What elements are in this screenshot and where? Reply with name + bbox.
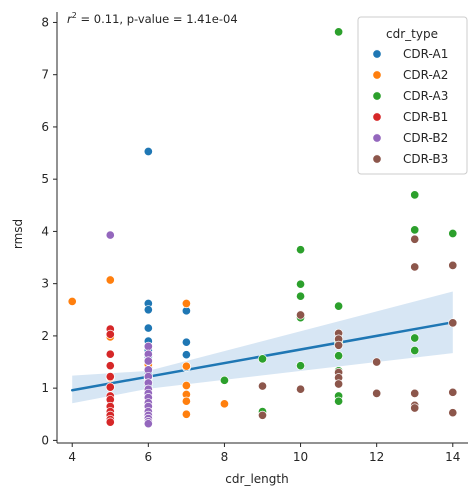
legend-label-cdr-b2: CDR-B2 — [403, 131, 448, 145]
data-point-cdr-a1 — [181, 337, 191, 347]
data-point-cdr-b2 — [143, 419, 153, 429]
data-point-cdr-b1 — [105, 372, 115, 382]
data-point-cdr-b3 — [334, 379, 344, 389]
data-point-cdr-a3 — [410, 345, 420, 356]
legend-marker-cdr-a1 — [372, 49, 382, 59]
data-point-cdr-a3 — [334, 351, 344, 361]
data-point-cdr-a3 — [410, 225, 420, 235]
legend-label-cdr-b3: CDR-B3 — [403, 152, 448, 166]
data-point-cdr-b3 — [296, 384, 306, 394]
y-tick-label: 0 — [41, 433, 49, 447]
data-point-cdr-b2 — [143, 356, 153, 366]
data-point-cdr-a3 — [296, 279, 306, 289]
y-tick-label: 5 — [41, 172, 49, 186]
data-point-cdr-a3 — [219, 375, 229, 385]
x-tick-label: 6 — [145, 450, 153, 464]
legend-title: cdr_type — [386, 27, 438, 41]
data-point-cdr-a3 — [410, 333, 420, 343]
stats-annotation: r2 = 0.11, p-value = 1.41e-04 — [67, 11, 238, 26]
data-point-cdr-b3 — [448, 260, 458, 270]
data-point-cdr-b3 — [410, 388, 420, 398]
data-point-cdr-b1 — [105, 349, 115, 359]
legend-label-cdr-a3: CDR-A3 — [403, 89, 448, 103]
y-tick-label: 2 — [41, 329, 49, 343]
data-point-cdr-a1 — [143, 146, 153, 157]
legend-marker-cdr-a2 — [372, 70, 382, 80]
ci-band-layer — [72, 291, 453, 404]
data-point-cdr-b1 — [105, 329, 115, 339]
data-point-cdr-a2 — [219, 399, 229, 409]
legend-marker-cdr-a3 — [372, 91, 382, 101]
r-squared-symbol: r — [67, 12, 73, 26]
stats-text: = 0.11, p-value = 1.41e-04 — [77, 12, 238, 26]
confidence-band — [72, 291, 453, 404]
data-point-cdr-b3 — [257, 381, 268, 391]
r-squared-exponent: 2 — [72, 11, 77, 20]
y-tick-label: 7 — [41, 68, 49, 82]
legend-items: CDR-A1 CDR-A2 CDR-A3 CDR-B1 CDR-B2 CDR-B3 — [372, 47, 448, 166]
data-point-cdr-b3 — [410, 262, 420, 272]
data-point-cdr-b3 — [410, 234, 420, 244]
data-point-cdr-a3 — [334, 396, 344, 406]
x-tick-label: 12 — [369, 450, 384, 464]
data-point-cdr-a3 — [296, 291, 306, 301]
points-layer — [67, 27, 458, 429]
data-point-cdr-b3 — [410, 403, 420, 413]
legend-marker-cdr-b2 — [372, 133, 382, 143]
data-point-cdr-b1 — [105, 361, 115, 371]
data-point-cdr-a3 — [334, 301, 344, 311]
legend-label-cdr-a2: CDR-A2 — [403, 68, 448, 82]
data-point-cdr-a2 — [181, 380, 191, 391]
data-point-cdr-a2 — [181, 298, 191, 309]
data-point-cdr-a1 — [181, 350, 191, 360]
y-tick-label: 4 — [41, 224, 49, 238]
data-point-cdr-a3 — [334, 27, 344, 37]
data-point-cdr-b1 — [105, 382, 115, 392]
y-axis-label: rmsd — [11, 219, 25, 249]
data-point-cdr-a2 — [181, 361, 191, 371]
data-point-cdr-b1 — [105, 417, 115, 427]
data-point-cdr-b3 — [448, 318, 458, 328]
data-point-cdr-a2 — [181, 409, 191, 419]
data-point-cdr-b3 — [257, 410, 268, 420]
data-point-cdr-a1 — [143, 305, 153, 315]
data-point-cdr-b3 — [372, 388, 382, 398]
data-point-cdr-a3 — [296, 245, 306, 255]
data-point-cdr-b3 — [334, 340, 344, 350]
legend-marker-cdr-b3 — [372, 154, 382, 164]
x-axis-label: cdr_length — [225, 472, 288, 486]
data-point-cdr-a3 — [410, 190, 420, 200]
legend-label-cdr-a1: CDR-A1 — [403, 47, 448, 61]
x-tick-label: 10 — [293, 450, 308, 464]
data-point-cdr-b3 — [372, 357, 382, 367]
y-tick-label: 3 — [41, 277, 49, 291]
data-point-cdr-a1 — [143, 323, 153, 333]
data-point-cdr-b3 — [296, 310, 306, 320]
data-point-cdr-b3 — [448, 387, 458, 397]
data-point-cdr-a3 — [296, 361, 306, 371]
axes-layer — [56, 12, 468, 444]
data-point-cdr-a3 — [448, 228, 458, 239]
data-point-cdr-a2 — [105, 275, 115, 285]
data-point-cdr-b3 — [448, 408, 458, 418]
x-tick-label: 14 — [445, 450, 460, 464]
x-tick-label: 8 — [221, 450, 229, 464]
legend: cdr_type CDR-A1CDR-A2CDR-A3CDR-B1CDR-B2C… — [357, 16, 468, 175]
legend-frame — [357, 16, 468, 175]
y-tick-label: 8 — [41, 15, 49, 29]
data-point-cdr-b2 — [105, 230, 115, 240]
data-point-cdr-a3 — [257, 354, 268, 364]
legend-label-cdr-b1: CDR-B1 — [403, 110, 448, 124]
data-point-cdr-a2 — [181, 396, 191, 406]
legend-marker-cdr-b1 — [372, 112, 382, 122]
y-tick-label: 6 — [41, 120, 49, 134]
data-point-cdr-b2 — [143, 341, 153, 351]
x-tick-label: 4 — [68, 450, 76, 464]
y-tick-label: 1 — [41, 381, 49, 395]
data-point-cdr-a2 — [67, 296, 77, 306]
